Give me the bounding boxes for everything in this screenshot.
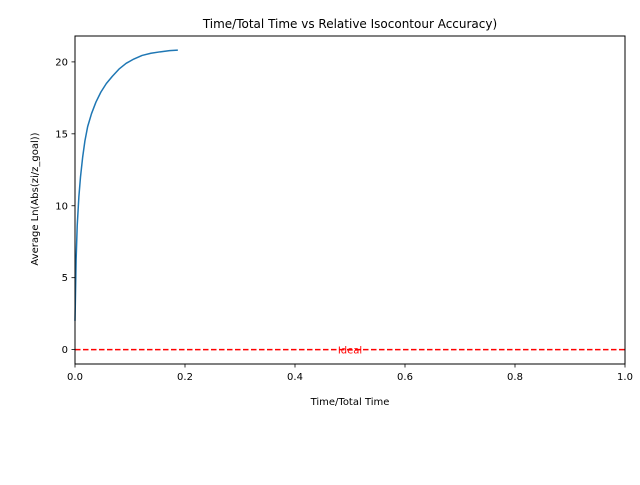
series-line: [74, 49, 178, 321]
y-tick-label: 0: [62, 345, 68, 356]
x-tick-label: 0.4: [287, 372, 303, 383]
ticks-layer: 0.0 0.2 0.4 0.6 0.8 1.0 0 5 10 15 20: [55, 57, 633, 383]
y-tick-label: 20: [55, 57, 68, 68]
y-tick-label: 15: [55, 129, 68, 140]
chart-title: Time/Total Time vs Relative Isocontour A…: [202, 17, 497, 31]
series-layer: [74, 49, 178, 321]
x-tick-label: 0.6: [397, 372, 413, 383]
x-tick-label: 0.2: [177, 372, 193, 383]
plot-frame: [74, 35, 626, 365]
y-axis-label: Average Ln(Abs(zi/z_goal)): [30, 132, 41, 265]
ideal-label: Ideal: [338, 346, 362, 357]
x-axis-label: Time/Total Time: [310, 397, 390, 408]
x-tick-label: 0.8: [507, 372, 523, 383]
y-tick-label: 10: [55, 201, 68, 212]
y-tick-label: 5: [62, 273, 68, 284]
reference-layer: Ideal: [75, 346, 625, 357]
x-tick-label: 1.0: [617, 372, 633, 383]
x-tick-label: 0.0: [67, 372, 83, 383]
